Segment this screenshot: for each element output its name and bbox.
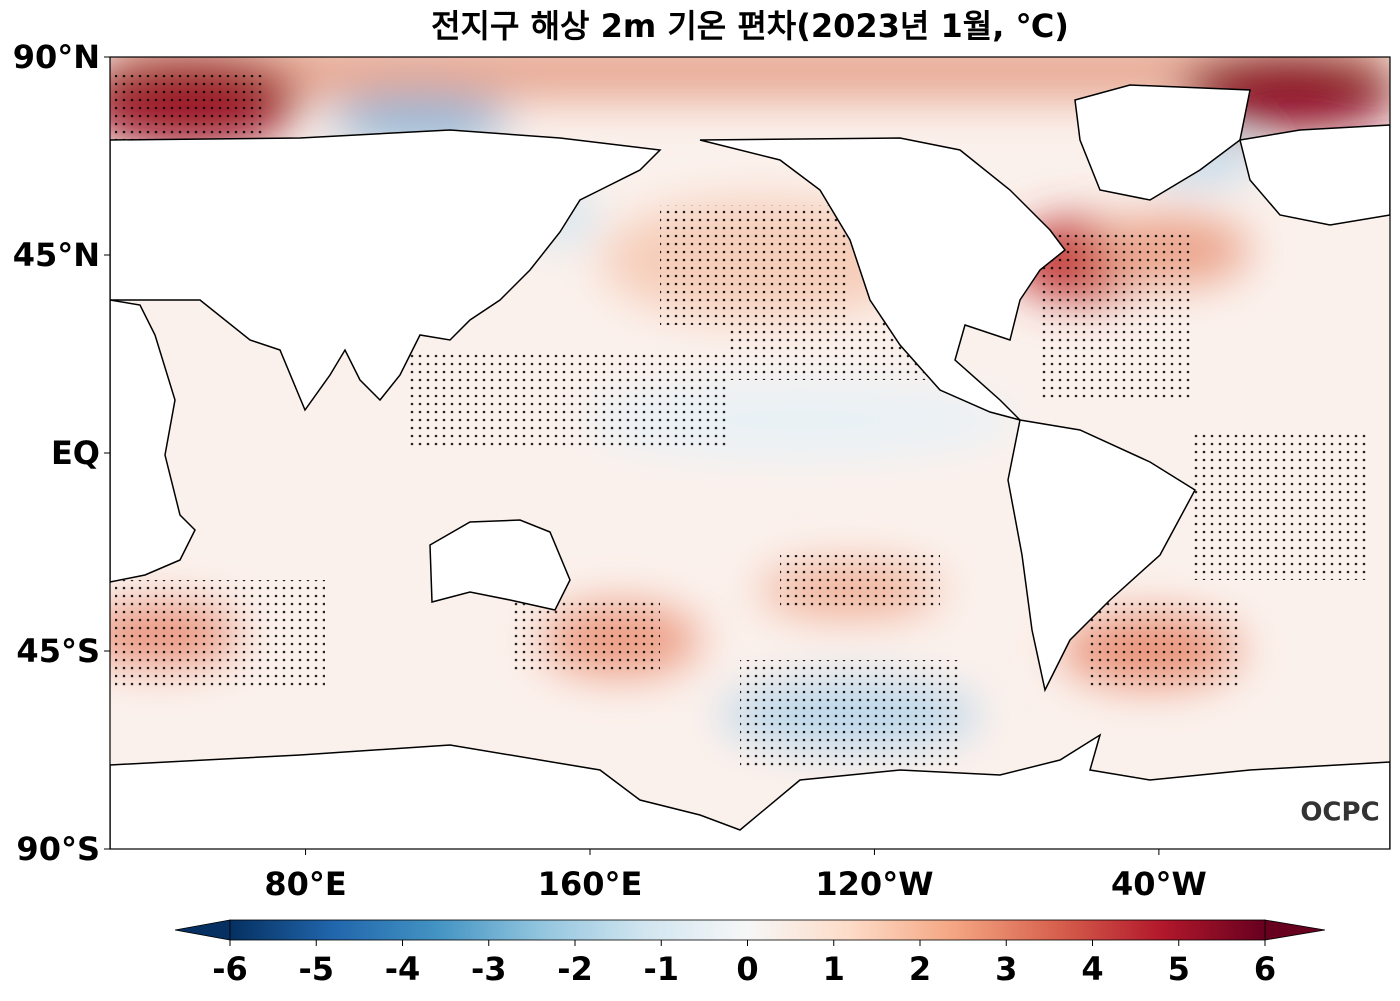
y-tick-label: 45°S <box>16 632 100 670</box>
colorbar-tick-label: 6 <box>1254 950 1276 988</box>
colorbar-tick-label: 1 <box>823 950 845 988</box>
colorbar-tick-label: 5 <box>1168 950 1190 988</box>
map <box>110 57 1390 849</box>
y-tick-label: 90°N <box>13 38 100 76</box>
chart-title: 전지구 해상 2m 기온 편차(2023년 1월, ℃) <box>431 7 1069 45</box>
colorbar-tick-label: -2 <box>557 950 593 988</box>
x-tick-label: 120°W <box>815 865 933 903</box>
colorbar-tick-label: -1 <box>643 950 679 988</box>
colorbar-tick-label: 4 <box>1081 950 1103 988</box>
y-tick-label: 90°S <box>16 830 100 868</box>
colorbar-tick-label: -4 <box>385 950 421 988</box>
colorbar-bar <box>229 919 1266 941</box>
continents <box>110 84 1390 849</box>
colorbar-extend-high <box>1264 919 1326 941</box>
colorbar-tick-label: -3 <box>471 950 507 988</box>
x-tick-label: 80°E <box>264 865 346 903</box>
colorbar-tick-label: 2 <box>909 950 931 988</box>
logo: OCPC <box>1300 798 1379 828</box>
y-tick-label: 45°N <box>13 236 100 274</box>
y-tick-label: EQ <box>51 434 100 472</box>
colorbar-tick-label: -6 <box>212 950 248 988</box>
colorbar-tick-label: 3 <box>995 950 1017 988</box>
colorbar-tick-label: 0 <box>736 950 758 988</box>
colorbar-extend-low <box>174 919 231 941</box>
x-tick-label: 160°E <box>538 865 643 903</box>
x-tick-label: 40°W <box>1111 865 1207 903</box>
colorbar: -6 -5 -4 -3 -2 -1 0 1 2 3 4 5 6 <box>174 919 1326 988</box>
colorbar-tick-label: -5 <box>298 950 334 988</box>
